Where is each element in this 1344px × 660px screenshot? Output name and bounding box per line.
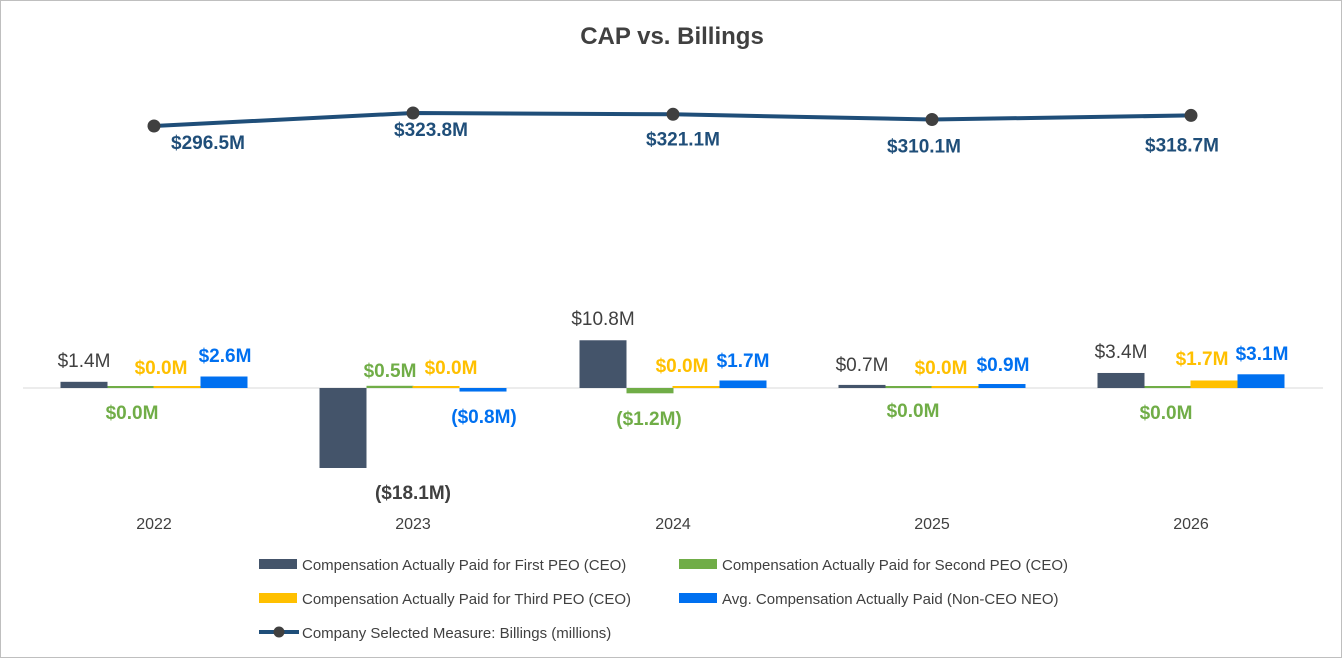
legend-label: Compensation Actually Paid for Second PE… [722,557,1068,574]
bar-label-s2-2025: $0.0M [887,401,940,422]
legend-label: Avg. Compensation Actually Paid (Non-CEO… [722,591,1059,608]
legend-swatch [259,593,297,603]
billings-point-2025 [925,113,939,127]
bar-label-s3-2024: $0.0M [656,356,709,377]
bar-label-s2-2023: $0.5M [364,361,417,382]
billings-label-2024: $321.1M [646,129,720,150]
bar-s2-2025 [885,386,933,388]
bar-label-s3-2023: $0.0M [425,358,478,379]
legend-swatch [679,559,717,569]
bar-label-s3-2026: $1.7M [1176,349,1229,370]
bar-s4-2025 [978,384,1026,388]
legend-label: Compensation Actually Paid for Third PEO… [302,591,631,608]
legend-swatch [679,593,717,603]
bar-s1-2023 [319,388,367,468]
bar-labels-layer: $1.4M ($18.1M) $10.8M $0.7M $3.4M $0.0M $0.5M (… [58,309,1289,504]
bar-s4-2023 [459,388,507,392]
bar-label-s4-2024: $1.7M [717,351,770,372]
bar-s1-2026 [1097,372,1145,388]
billings-point-2023 [406,106,420,120]
bar-label-s4-2025: $0.9M [977,355,1030,376]
bar-label-s3-2022: $0.0M [135,358,188,379]
line-layer: $296.5M $323.8M $321.1M $310.1M $318.7M [147,106,1219,158]
bar-label-s2-2022: $0.0M [106,403,159,424]
legend-item-2: Compensation Actually Paid for Second PE… [679,557,1068,574]
legend-swatch [259,559,297,569]
bar-label-s1-2023: ($18.1M) [375,483,451,504]
bar-s2-2022 [107,386,155,388]
bar-label-s3-2025: $0.0M [915,358,968,379]
legend-label: Company Selected Measure: Billings (mill… [302,625,611,642]
x-tick-2025: 2025 [914,516,950,533]
bar-s3-2023 [412,386,460,388]
bar-label-s2-2024: ($1.2M) [616,409,681,430]
bar-s3-2025 [931,386,979,388]
billings-point-2024 [666,107,680,121]
bar-label-s1-2025: $0.7M [836,355,889,376]
legend: Compensation Actually Paid for First PEO… [259,557,1068,642]
bar-s3-2022 [153,386,201,388]
billings-label-2026: $318.7M [1145,135,1219,156]
bar-s3-2026 [1190,380,1238,388]
x-tick-2026: 2026 [1173,516,1209,533]
billings-label-2025: $310.1M [887,137,961,158]
bar-label-s1-2026: $3.4M [1095,342,1148,363]
bar-s4-2026 [1237,374,1285,388]
x-tick-2022: 2022 [136,516,172,533]
bar-s1-2022 [60,381,108,388]
bar-label-s1-2024: $10.8M [571,309,634,330]
legend-item-1: Compensation Actually Paid for First PEO… [259,557,626,574]
bar-s4-2024 [719,380,767,388]
x-axis-ticks: 2022 2023 2024 2025 2026 [136,516,1209,533]
billings-point-2026 [1184,108,1198,122]
bar-label-s1-2022: $1.4M [58,351,111,372]
bar-label-s2-2026: $0.0M [1140,403,1193,424]
legend-item-3: Compensation Actually Paid for Third PEO… [259,591,631,608]
bar-label-s4-2023: ($0.8M) [451,407,516,428]
billings-point-2022 [147,119,161,133]
bars-layer [60,340,1285,468]
legend-item-5: Company Selected Measure: Billings (mill… [259,625,611,642]
x-tick-2024: 2024 [655,516,691,533]
chart-title: CAP vs. Billings [580,23,764,50]
bar-s1-2024 [579,340,627,388]
bar-s3-2024 [672,386,720,388]
legend-label: Compensation Actually Paid for First PEO… [302,557,626,574]
billings-label-2022: $296.5M [171,133,245,154]
bar-s2-2023 [366,385,414,388]
bar-label-s4-2022: $2.6M [199,346,252,367]
bar-s4-2022 [200,376,248,388]
legend-line-marker [273,626,285,638]
bar-s2-2024 [626,388,674,394]
x-tick-2023: 2023 [395,516,431,533]
bar-label-s4-2026: $3.1M [1236,344,1289,365]
bar-s2-2026 [1144,386,1192,388]
bar-s1-2025 [838,384,886,388]
billings-label-2023: $323.8M [394,120,468,141]
legend-item-4: Avg. Compensation Actually Paid (Non-CEO… [679,591,1059,608]
